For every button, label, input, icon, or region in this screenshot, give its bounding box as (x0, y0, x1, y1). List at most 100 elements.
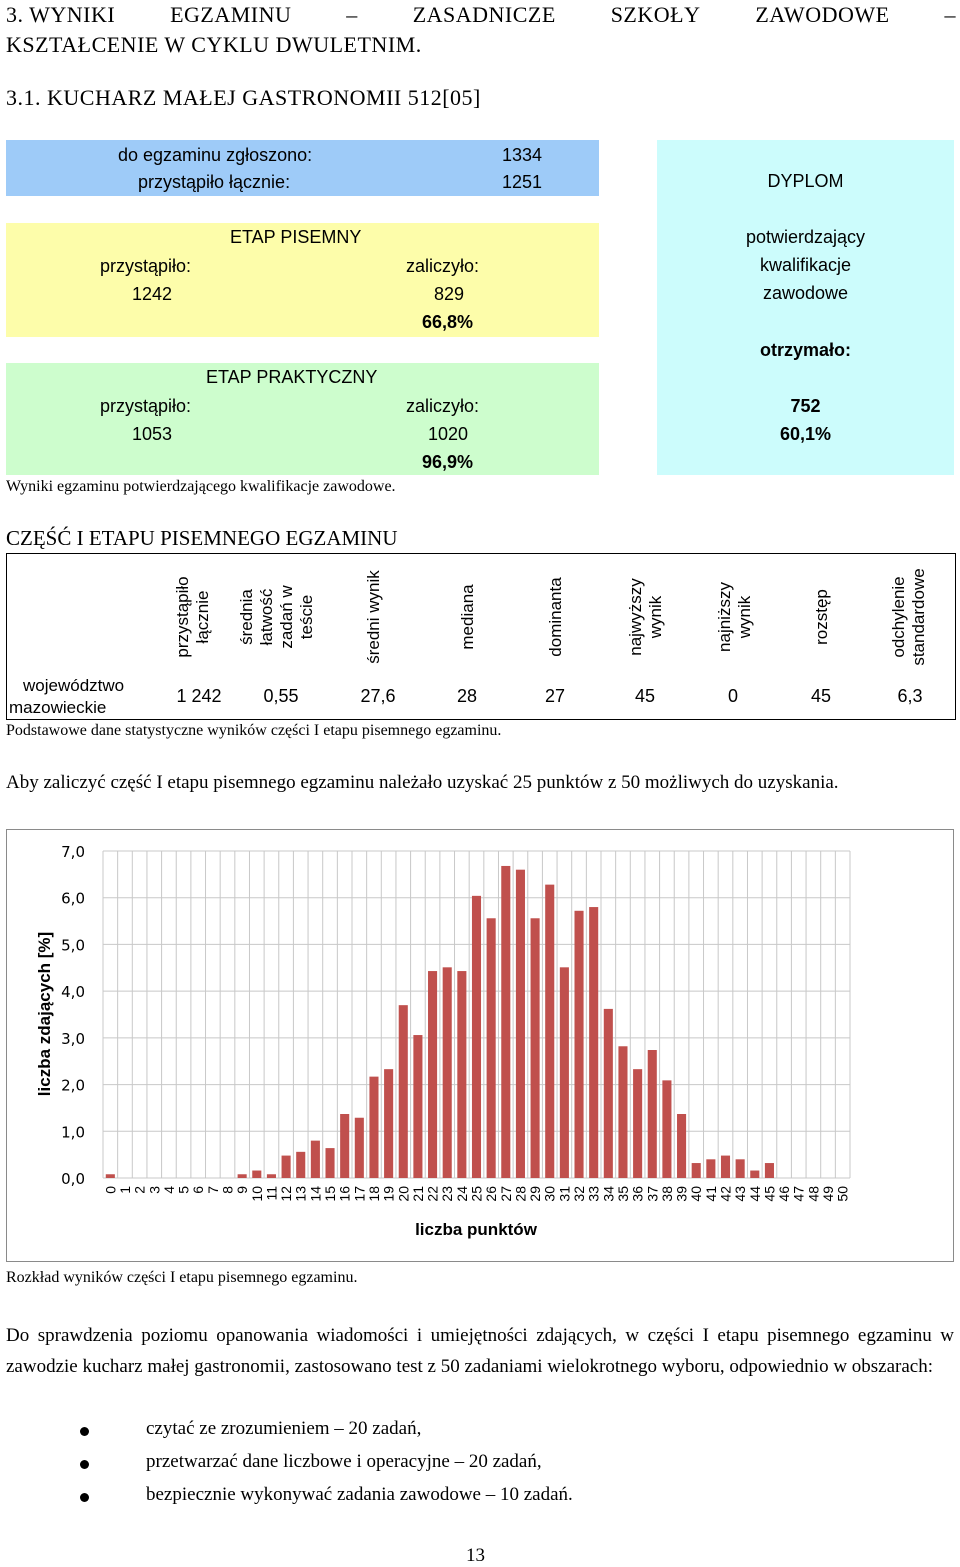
x-tick-label: 24 (454, 1186, 470, 1202)
x-tick-label: 20 (395, 1186, 411, 1202)
y-tick-label: 2,0 (61, 1077, 85, 1095)
written-attended-value: 1242 (132, 284, 173, 304)
y-tick-label: 5,0 (61, 936, 85, 954)
bar (603, 1008, 613, 1178)
bar (720, 1155, 731, 1178)
x-tick-label: 19 (381, 1186, 397, 1202)
value-max: 45 (634, 686, 656, 706)
body-paragraph: Do sprawdzenia poziomu opanowania wiadom… (6, 1325, 954, 1377)
header-median: mediana (438, 554, 498, 679)
bar (633, 1069, 643, 1178)
x-tick-label: 14 (307, 1186, 323, 1202)
summary-caption: Wyniki egzaminu potwierdzającego kwalifi… (6, 478, 396, 495)
practical-passed-label: zaliczyło: (406, 396, 480, 416)
x-tick-label: 5 (176, 1186, 192, 1194)
practical-passed-value: 1020 (428, 424, 469, 444)
diploma-received-value: 752 (790, 396, 821, 416)
x-tick-label: 44 (747, 1186, 763, 1202)
list-item: przetwarzać dane liczbowe i operacyjne –… (80, 1451, 542, 1473)
written-stage-title: ETAP PISEMNY (230, 227, 362, 247)
score-distribution-chart: 0,01,02,03,04,05,06,07,0 012345678910111… (35, 843, 851, 1239)
row-label-line2: mazowieckie (9, 698, 107, 717)
diploma-line1: potwierdzający (745, 227, 866, 247)
x-tick-label: 16 (337, 1186, 353, 1202)
x-tick-label: 10 (249, 1186, 265, 1202)
value-avg-score: 27,6 (360, 686, 396, 706)
bar (662, 1080, 672, 1178)
x-tick-label: 4 (161, 1186, 177, 1194)
written-passed-value: 829 (434, 284, 465, 304)
section-heading-line2: KSZTAŁCENIE W CYKLU DWULETNIM. (6, 32, 422, 57)
diploma-box: DYPLOM potwierdzający kwalifikacje zawod… (657, 140, 954, 475)
list-item-text: przetwarzać dane liczbowe i operacyjne –… (146, 1451, 542, 1472)
bullet-icon (80, 1493, 89, 1502)
bar (354, 1117, 364, 1178)
x-tick-label: 9 (234, 1186, 250, 1194)
bar (237, 1174, 247, 1178)
bar (457, 971, 467, 1178)
bar (471, 895, 482, 1178)
y-tick-label: 0,0 (61, 1170, 85, 1188)
bar (105, 1174, 115, 1178)
bar (735, 1159, 745, 1178)
header-avg-easiness: średnia łatwość zadań w teście (237, 554, 316, 679)
written-passed-pct: 66,8% (422, 312, 474, 332)
x-tick-label: 18 (366, 1186, 382, 1202)
heading-word: ZAWODOWE (755, 2, 890, 27)
chart-frame: 0,0 1,0 2,0 3,0 4,0 5,0 6,0 7,0 0 1 2 3 4 5 6 7 8 9 10 11 1… (6, 829, 954, 1262)
bar (252, 1170, 262, 1178)
y-tick-label: 3,0 (61, 1030, 85, 1048)
registration-box: do egzaminu zgłoszono: 1334 przystąpiło … (6, 140, 599, 196)
x-tick-label: 42 (718, 1186, 734, 1202)
bar (310, 1140, 320, 1178)
bar (369, 1076, 379, 1178)
bar (559, 967, 569, 1178)
bar (428, 971, 438, 1178)
x-tick-label: 33 (586, 1186, 602, 1202)
x-tick-label: 47 (791, 1186, 807, 1202)
section-heading-line1: 3. WYNIKI EGZAMINU – ZASADNICZE SZKOŁY Z… (6, 0, 956, 30)
row-label-line1: województwo (23, 676, 125, 695)
part1-title: CZĘŚĆ I ETAPU PISEMNEGO EGZAMINU (6, 526, 398, 550)
list-item-text: czytać ze zrozumieniem – 20 zadań, (146, 1418, 422, 1439)
x-tick-label: 38 (659, 1186, 675, 1202)
practical-passed-pct: 96,9% (422, 452, 474, 472)
bar (501, 865, 511, 1178)
x-tick-label: 6 (190, 1186, 206, 1194)
attended-value: 1251 (502, 172, 543, 192)
diploma-line3: zawodowe (762, 283, 849, 303)
practical-stage-box: ETAP PRAKTYCZNY przystąpiło: zaliczyło: … (6, 363, 599, 475)
bar (574, 910, 584, 1178)
value-range: 45 (810, 686, 832, 706)
bar (706, 1159, 716, 1178)
written-stage-box: ETAP PISEMNY przystąpiło: zaliczyło: 124… (6, 223, 599, 337)
bar (764, 1163, 774, 1178)
x-tick-label: 8 (220, 1186, 236, 1194)
list-item: bezpiecznie wykonywać zadania zawodowe –… (80, 1484, 573, 1506)
x-tick-label: 29 (527, 1186, 543, 1202)
statistics-table: przystąpiło łącznie średnia łatwość zadań w… (6, 553, 956, 720)
attended-label: przystąpiło łącznie: (138, 172, 291, 192)
x-tick-label: 49 (820, 1186, 836, 1202)
x-tick-label: 26 (483, 1186, 499, 1202)
chart-caption: Rozkład wyników części I etapu pisemnego… (6, 1269, 358, 1286)
bar (515, 869, 525, 1178)
x-tick-label: 3 (146, 1186, 162, 1194)
x-tick-label: 0 (102, 1186, 118, 1194)
header-label: średni wynik (364, 569, 383, 664)
written-attended-label: przystąpiło: (100, 256, 192, 276)
heading-word: SZKOŁY (610, 2, 701, 27)
x-tick-label: 28 (512, 1186, 528, 1202)
bar (647, 1050, 657, 1178)
bar (296, 1151, 306, 1178)
bar (618, 1046, 628, 1178)
x-tick-label: 48 (805, 1186, 821, 1202)
x-tick-label: 7 (205, 1186, 221, 1194)
y-tick-label: 7,0 (61, 843, 85, 861)
diploma-line2: kwalifikacje (759, 255, 852, 275)
header-attended: przystąpiło łącznie (163, 554, 223, 679)
practical-stage-title: ETAP PRAKTYCZNY (206, 367, 378, 387)
bar (384, 1069, 394, 1178)
y-tick-label: 6,0 (61, 890, 85, 908)
bar (530, 918, 540, 1178)
